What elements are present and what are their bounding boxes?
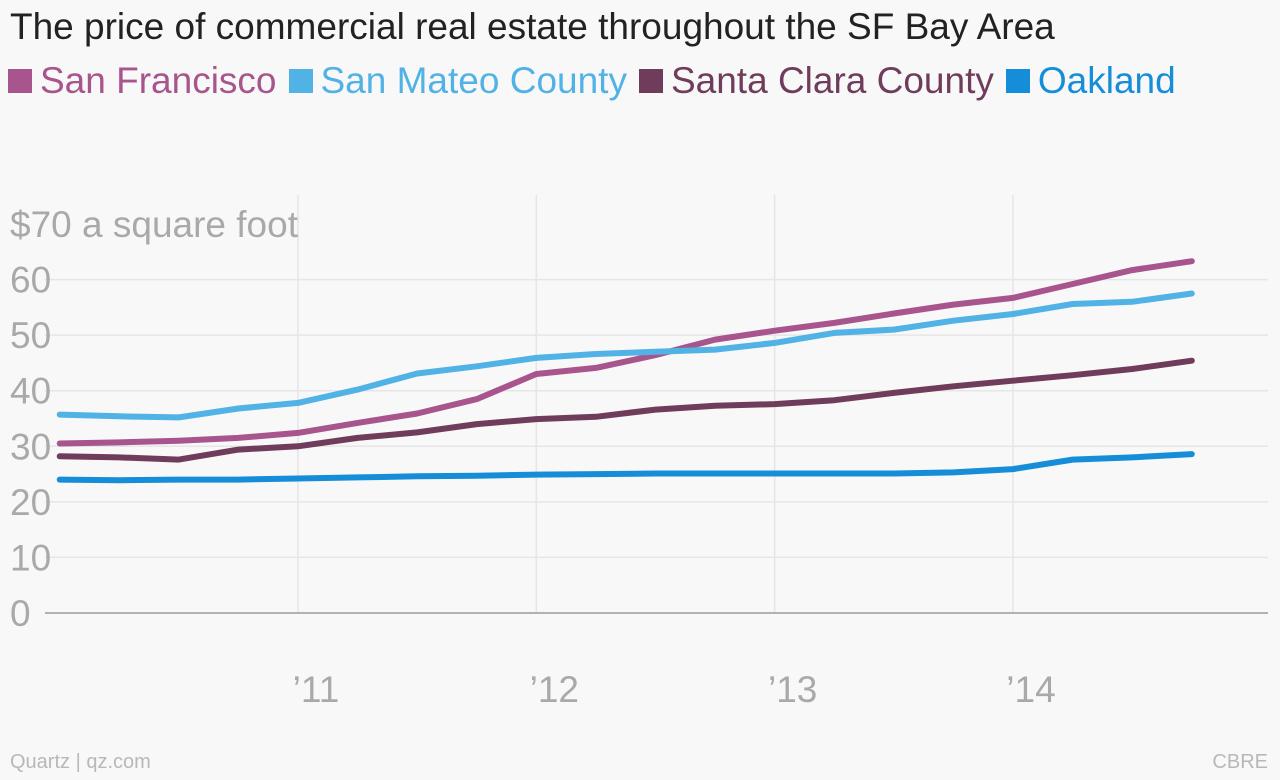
legend-item: San Francisco [8, 58, 277, 103]
y-tick-label: 30 [10, 426, 51, 467]
chart-legend: San Francisco San Mateo County Santa Clara… [8, 58, 1258, 103]
chart-title: The price of commercial real estate thro… [10, 6, 1055, 47]
legend-label: San Mateo County [320, 60, 627, 101]
y-tick-label: 50 [10, 315, 51, 356]
legend-label: Oakland [1037, 60, 1176, 101]
y-tick-label: 20 [10, 482, 51, 523]
legend-label: San Francisco [40, 60, 277, 101]
source-credit: Quartz | qz.com [10, 751, 151, 773]
legend-label: Santa Clara County [670, 60, 994, 101]
x-tick-label: ’12 [530, 669, 579, 710]
y-tick-label: 10 [10, 537, 51, 578]
legend-swatch [638, 68, 663, 93]
legend-item: San Mateo County [288, 58, 627, 103]
legend-swatch [1005, 68, 1030, 93]
y-tick-label: 60 [10, 260, 51, 301]
legend-item: Santa Clara County [638, 58, 994, 103]
x-tick-label: ’14 [1006, 669, 1055, 710]
x-tick-label: ’13 [768, 669, 817, 710]
legend-swatch [288, 68, 313, 93]
series-line-san-francisco [56, 258, 1195, 447]
series-line-oakland [56, 451, 1195, 484]
x-tick-label: ’11 [293, 669, 340, 710]
y-axis-label: $70 a square foot [10, 204, 299, 245]
y-tick-label: 0 [10, 593, 31, 634]
legend-swatch [8, 68, 32, 93]
series-line-santa-clara-county [56, 357, 1195, 463]
data-source: CBRE [1212, 751, 1268, 773]
legend-item: Oakland [1005, 58, 1176, 103]
series-line-san-mateo-county [56, 290, 1195, 421]
y-tick-label: 40 [10, 371, 51, 412]
